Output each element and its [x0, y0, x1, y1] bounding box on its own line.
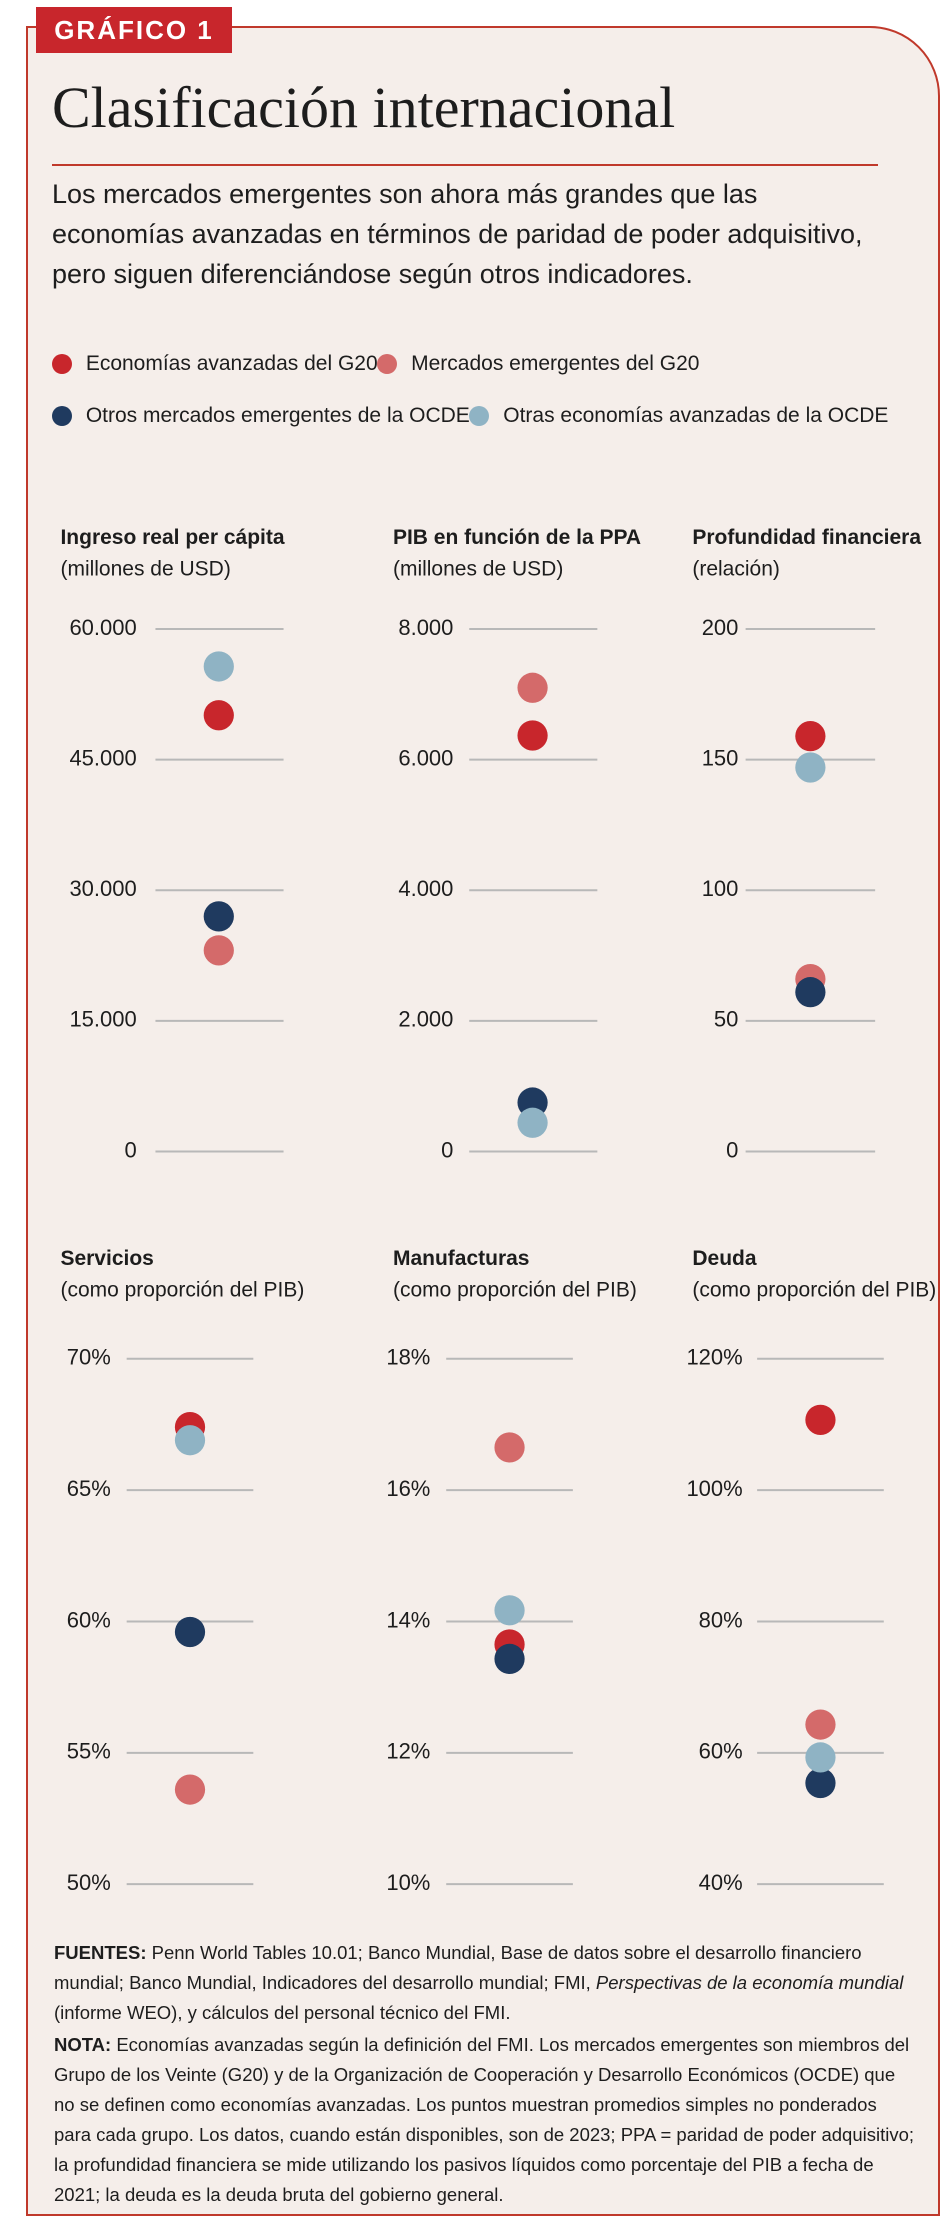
- legend-item: Otras economías avanzadas de la OCDE: [469, 404, 888, 428]
- y-tick-label: 16%: [386, 1476, 430, 1501]
- legend-label: Economías avanzadas del G20: [85, 352, 378, 376]
- y-tick-label: 14%: [386, 1607, 430, 1632]
- y-tick-label: 10%: [386, 1870, 430, 1895]
- chart-subtitle: (millones de USD): [393, 558, 563, 581]
- dot: [805, 1709, 836, 1740]
- dot: [494, 1643, 525, 1675]
- chart-subtitle: (millones de USD): [60, 558, 230, 581]
- badge: GRÁFICO 1: [36, 7, 232, 53]
- chart-title: Ingreso real per cápita: [60, 526, 284, 549]
- chart-subtitle: (como proporción del PIB): [692, 1279, 936, 1302]
- y-tick-label: 70%: [67, 1345, 111, 1370]
- dot: [517, 672, 548, 703]
- legend-swatch: [51, 354, 72, 375]
- legend-swatch: [51, 405, 72, 426]
- y-tick-label: 0: [124, 1137, 136, 1162]
- chart-subtitle: (como proporción del PIB): [393, 1279, 637, 1302]
- y-tick-label: 18%: [386, 1345, 430, 1370]
- sources-text: Penn World Tables 10.01; Banco Mundial, …: [54, 1942, 862, 1993]
- dot: [203, 935, 234, 966]
- sources: FUENTES: Penn World Tables 10.01; Banco …: [54, 1938, 914, 2028]
- legend-item: Mercados emergentes del G20: [377, 352, 699, 376]
- dot: [174, 1774, 206, 1805]
- y-tick-label: 4.000: [398, 876, 453, 901]
- y-tick-label: 100%: [686, 1476, 742, 1501]
- y-tick-label: 30.000: [69, 876, 136, 901]
- y-tick-label: 100: [702, 876, 739, 901]
- y-tick-label: 40%: [699, 1870, 743, 1895]
- legend-label: Mercados emergentes del G20: [411, 352, 700, 376]
- legend-label: Otras economías avanzadas de la OCDE: [503, 403, 889, 427]
- y-tick-label: 12%: [386, 1739, 430, 1764]
- footer: FUENTES: Penn World Tables 10.01; Banco …: [54, 1938, 914, 2212]
- y-tick-label: 55%: [67, 1739, 111, 1764]
- dot: [795, 721, 826, 752]
- legend-swatch: [377, 354, 398, 375]
- legend-label: Otros mercados emergentes de la OCDE: [85, 403, 470, 427]
- y-tick-label: 6.000: [398, 745, 453, 770]
- y-tick-label: 60%: [67, 1607, 111, 1632]
- dot: [494, 1432, 525, 1463]
- dot: [174, 1425, 206, 1456]
- chart-title: Profundidad financiera: [692, 526, 921, 549]
- chart-subtitle: (como proporción del PIB): [60, 1279, 304, 1302]
- y-tick-label: 45.000: [69, 745, 136, 770]
- y-tick-label: 60.000: [69, 615, 136, 640]
- title-rule: [52, 164, 878, 166]
- description: Los mercados emergentes son ahora más gr…: [52, 179, 863, 289]
- dot: [805, 1404, 836, 1435]
- dot: [203, 700, 234, 731]
- y-tick-label: 15.000: [69, 1007, 136, 1032]
- y-tick-label: 50%: [67, 1870, 111, 1895]
- sources-italic: Perspectivas de la economía mundial: [595, 1972, 904, 1993]
- y-tick-label: 150: [702, 745, 739, 770]
- y-tick-label: 120%: [686, 1345, 742, 1370]
- dot: [517, 720, 548, 751]
- note-text: Economías avanzadas según la definición …: [54, 2034, 915, 2205]
- note-label: NOTA:: [54, 2034, 112, 2055]
- y-tick-label: 0: [441, 1137, 453, 1162]
- dot: [517, 1107, 548, 1138]
- card: [26, 26, 940, 2216]
- dot: [203, 901, 234, 932]
- sources-text-end: (informe WEO), y cálculos del personal t…: [54, 2002, 511, 2023]
- chart-title: PIB en función de la PPA: [393, 526, 641, 549]
- chart-title: Manufacturas: [393, 1247, 530, 1270]
- chart-title: Deuda: [692, 1247, 757, 1270]
- y-tick-label: 60%: [699, 1739, 743, 1764]
- legend-item: Otros mercados emergentes de la OCDE: [51, 403, 470, 428]
- note: NOTA: Economías avanzadas según la defin…: [54, 2030, 914, 2210]
- legend-swatch: [469, 405, 490, 426]
- dot: [805, 1742, 836, 1773]
- dot: [203, 651, 234, 682]
- y-tick-label: 0: [726, 1137, 738, 1162]
- sources-label: FUENTES:: [54, 1942, 147, 1963]
- y-tick-label: 80%: [699, 1607, 743, 1632]
- dot: [494, 1595, 525, 1626]
- chart-subtitle: (relación): [692, 558, 780, 581]
- y-tick-label: 50: [714, 1007, 738, 1032]
- dot: [795, 752, 826, 783]
- y-tick-label: 2.000: [398, 1007, 453, 1032]
- legend-item: Economías avanzadas del G20: [51, 352, 378, 376]
- y-tick-label: 65%: [67, 1476, 111, 1501]
- title: Clasificación internacional: [52, 75, 676, 140]
- dot: [795, 977, 826, 1008]
- y-tick-label: 200: [702, 615, 739, 640]
- dot: [805, 1767, 836, 1799]
- y-tick-label: 8.000: [398, 615, 453, 640]
- dot: [174, 1616, 206, 1648]
- chart-title: Servicios: [60, 1247, 153, 1270]
